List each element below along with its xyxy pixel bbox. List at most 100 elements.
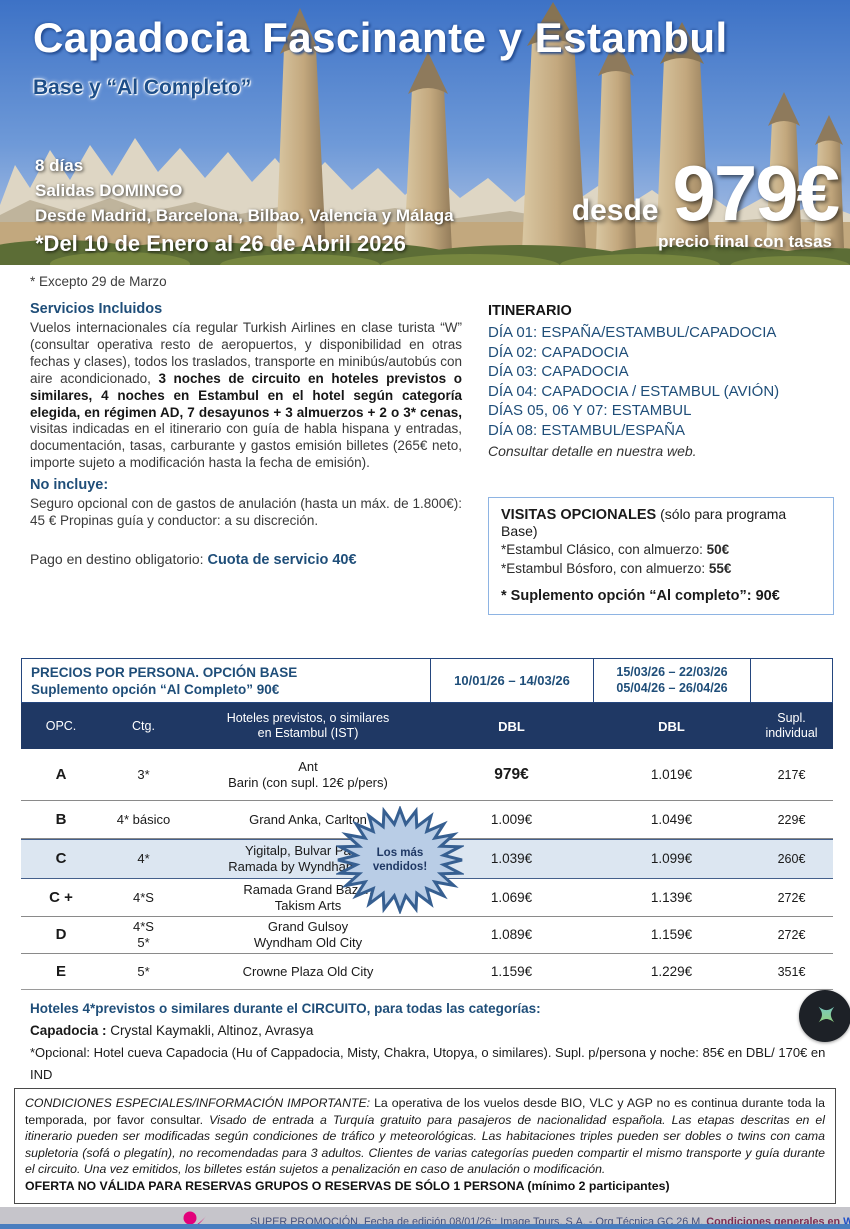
visit-price: 55€: [708, 560, 732, 576]
imagetours-link[interactable]: WWW.IMAGETOURS.ES: [843, 1215, 850, 1228]
cell-supl: 272€: [777, 928, 806, 942]
cell-hotels: Ramada Grand Bazar, Takism Arts: [186, 882, 430, 914]
ctg-line: 5*: [137, 935, 150, 950]
table-row-option-c-plus: C + 4*S Ramada Grand Bazar, Takism Arts 1…: [21, 879, 833, 917]
ctg-line: 3*: [137, 766, 150, 782]
services-paragraph: Vuelos internacionales cía regular Turki…: [30, 320, 462, 472]
table-row-option-e: E 5* Crowne Plaza Old City 1.159€ 1.229€…: [21, 954, 833, 990]
cell-dbl1: 1.039€: [490, 851, 533, 866]
price-block: desde 979€ precio final con tasas: [571, 149, 840, 252]
page-subtitle: Base y “Al Completo”: [33, 76, 252, 99]
col-header-dbl2: DBL: [658, 718, 685, 734]
circuit-hotels-title: Hoteles 4*previstos o similares durante …: [30, 1001, 541, 1016]
payment-line: Pago en destino obligatorio: Cuota de se…: [30, 551, 462, 568]
optional-visits-title-suffix: (sólo para programa Base): [501, 506, 787, 539]
conditions-text: CONDICIONES ESPECIALES/INFORMACIÓN IMPOR…: [25, 1095, 825, 1178]
payment-prefix: Pago en destino obligatorio:: [30, 550, 208, 567]
services-text-1: Vuelos internacionales cía regular Turki…: [30, 320, 462, 386]
itinerary-day: DÍA 02: CAPADOCIA: [488, 343, 629, 361]
trip-info-block: 8 días Salidas DOMINGO Desde Madrid, Bar…: [35, 153, 454, 259]
hotel-notes: Hoteles 4*previstos o similares durante …: [30, 998, 850, 1086]
hotel-line: Grand Gulsoy: [267, 919, 349, 934]
table-row-option-d: D 4*S 5* Grand Gulsoy Wyndham Old City 1.0…: [21, 917, 833, 954]
itinerary-day: DÍAS 05, 06 Y 07: ESTAMBUL: [488, 402, 692, 419]
col-header-opc: OPC.: [45, 718, 77, 733]
hotel-line: Ant: [298, 758, 318, 774]
table-title-line2: Suplemento opción “Al Completo” 90€: [31, 681, 280, 697]
al-completo-supplement: * Suplemento opción “Al completo”: 90€: [501, 588, 780, 604]
price-table: PRECIOS POR PERSONA. OPCIÓN BASE Supleme…: [21, 658, 833, 990]
empty-header-cell: [750, 658, 833, 703]
cell-supl: 272€: [777, 890, 806, 905]
col-header-hotels-line2: en Estambul (IST): [257, 726, 359, 740]
ctg-line: 4*S: [133, 919, 154, 934]
cell-dbl2: 1.229€: [650, 963, 693, 979]
col-header-hotels-line1: Hoteles previstos, o similares: [226, 711, 390, 725]
hotel-line: Crowne Plaza Old City: [242, 963, 374, 979]
itinerary-note: Consultar detalle en nuestra web.: [488, 443, 697, 459]
date-range-2-line2: 05/04/26 – 26/04/26: [616, 680, 728, 695]
conditions-box: CONDICIONES ESPECIALES/INFORMACIÓN IMPOR…: [14, 1088, 836, 1204]
ctg-line: 5*: [137, 963, 150, 979]
trip-duration: 8 días: [35, 156, 84, 175]
bottom-accent-bar: [0, 1224, 850, 1229]
sparkle-icon: [818, 1006, 835, 1023]
cell-supl: 229€: [777, 812, 806, 827]
payment-amount: Cuota de servicio 40€: [207, 551, 357, 568]
content-columns: Servicios Incluidos Vuelos internacional…: [0, 296, 850, 658]
cell-ctg: 4*: [101, 851, 186, 867]
optional-visits-title: VISITAS OPCIONALES (sólo para programa B…: [501, 506, 821, 539]
table-header-dates: PRECIOS POR PERSONA. OPCIÓN BASE Supleme…: [21, 658, 833, 703]
best-seller-badge-text: Los más vendidos!: [336, 806, 464, 914]
badge-line1: Los más: [376, 847, 424, 859]
table-title-line1: PRECIOS POR PERSONA. OPCIÓN BASE: [31, 664, 298, 680]
not-included-text: Seguro opcional con de gastos de anulaci…: [30, 496, 462, 529]
price-prefix: desde: [571, 194, 659, 227]
cave-hotel-note: *Opcional: Hotel cueva Capadocia (Hu of …: [30, 1045, 826, 1082]
price-value: 979€: [672, 149, 840, 237]
trip-departures: Salidas DOMINGO: [35, 181, 183, 200]
col-header-ctg: Ctg.: [132, 718, 155, 733]
hotel-line: Wyndham Old City: [253, 935, 363, 950]
cell-opc: C: [55, 850, 67, 867]
cell-opc: A: [55, 765, 67, 783]
itinerary-column: ITINERARIO DÍA 01: ESPAÑA/ESTAMBUL/CAPAD…: [488, 296, 834, 658]
cell-ctg: 5*: [101, 964, 186, 980]
col-header-supl-line1: Supl.: [777, 711, 806, 725]
table-column-headers: OPC. Ctg. Hoteles previstos, o similares…: [21, 703, 833, 749]
cell-hotels: Crowne Plaza Old City: [186, 964, 430, 980]
hotel-line: Grand Anka, Carlton: [249, 811, 367, 827]
col-header-supl-line2: individual: [765, 726, 818, 740]
visit-price: 50€: [706, 542, 730, 557]
best-seller-starburst-icon: [336, 806, 464, 914]
hotel-line: Ramada Grand Bazar,: [243, 881, 373, 897]
cell-dbl1: 1.089€: [490, 927, 533, 942]
services-column: Servicios Incluidos Vuelos internacional…: [30, 296, 462, 658]
table-title-cell: PRECIOS POR PERSONA. OPCIÓN BASE Supleme…: [21, 658, 430, 703]
services-title: Servicios Incluidos: [30, 301, 163, 317]
cappadocia-hotels: Crystal Kaymakli, Altinoz, Avrasya: [106, 1023, 314, 1038]
visit-label: *Estambul Clásico, con almuerzo:: [501, 542, 707, 557]
date-range-1: 10/01/26 – 14/03/26: [430, 658, 593, 703]
cell-supl: 260€: [777, 852, 806, 866]
cell-opc: B: [55, 810, 67, 828]
cappadocia-label: Capadocia :: [30, 1023, 107, 1038]
hotel-line: Barin (con supl. 12€ p/pers): [228, 774, 388, 790]
cell-dbl2: 1.139€: [650, 889, 693, 905]
date-range-2: 15/03/26 – 22/03/26 05/04/26 – 26/04/26: [593, 658, 750, 703]
cell-dbl1: 1.069€: [490, 889, 533, 905]
cell-dbl1: 979€: [494, 765, 529, 783]
itinerary-day: DÍA 08: ESTAMBUL/ESPAÑA: [488, 421, 686, 439]
cell-hotels: Grand Gulsoy Wyndham Old City: [186, 919, 430, 951]
best-seller-badge: Los más vendidos!: [336, 806, 464, 914]
ctg-line: 4*S: [133, 889, 154, 905]
conditions-normal: La operativa de los vuelos desde BIO, VL…: [25, 1096, 825, 1127]
trip-dates: *Del 10 de Enero al 26 de Abril 2026: [35, 231, 406, 256]
exception-note: * Excepto 29 de Marzo: [30, 274, 167, 289]
page-title: Capadocia Fascinante y Estambul: [33, 14, 728, 61]
sparkle-widget-button[interactable]: [799, 990, 850, 1042]
conditions-offer-warning: OFERTA NO VÁLIDA PARA RESERVAS GRUPOS O …: [25, 1178, 670, 1193]
cell-dbl1: 1.159€: [490, 963, 533, 979]
col-header-dbl1: DBL: [498, 718, 525, 734]
